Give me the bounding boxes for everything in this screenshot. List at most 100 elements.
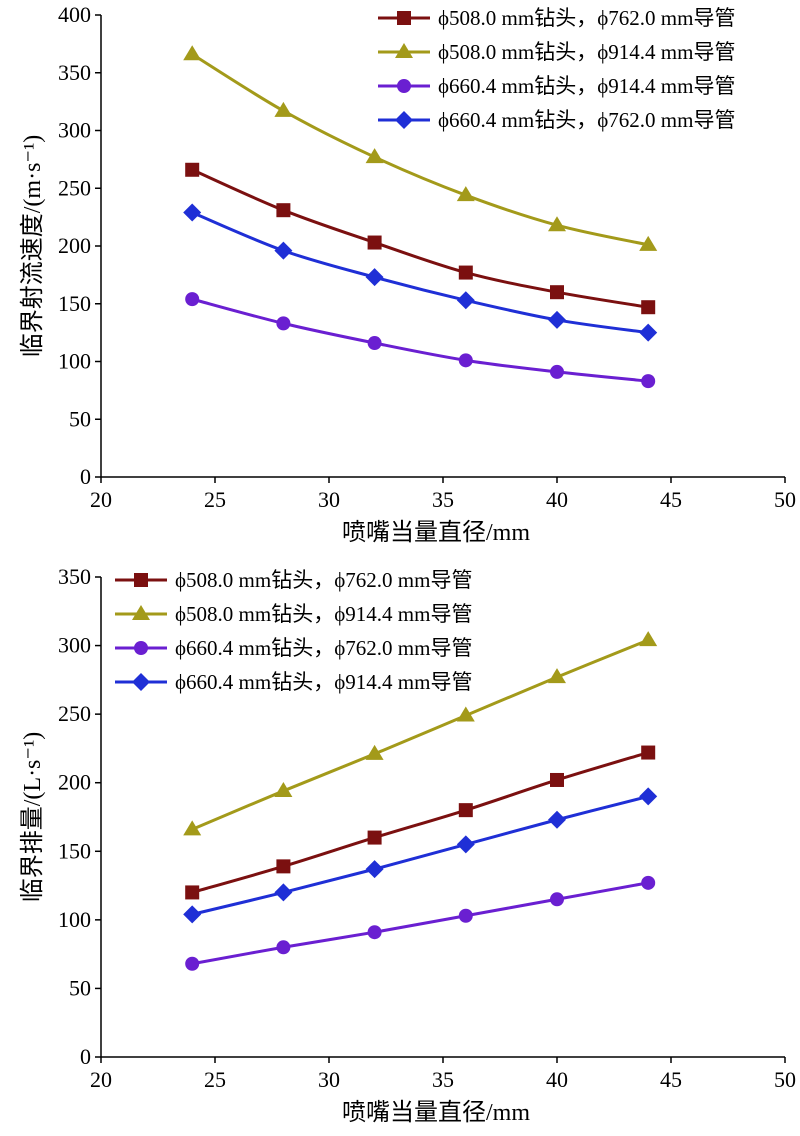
data-point-circle — [641, 875, 656, 890]
series-diamond — [183, 203, 658, 342]
data-point-circle — [458, 908, 473, 923]
data-point-circle — [185, 292, 200, 307]
x-axis-title: 喷嘴当量直径/mm — [342, 1099, 530, 1126]
series-line — [191, 881, 649, 966]
data-point-circle — [276, 940, 291, 955]
y-tick-label: 350 — [58, 60, 91, 85]
data-point-circle — [641, 374, 656, 389]
series-line — [191, 168, 649, 309]
x-tick-label: 25 — [204, 1067, 226, 1092]
data-point-square — [550, 772, 564, 787]
legend-marker-circle — [397, 79, 411, 93]
data-point-diamond — [456, 835, 475, 854]
data-point-square — [550, 285, 564, 300]
x-tick-label: 40 — [546, 1067, 568, 1092]
y-tick-label: 150 — [58, 291, 91, 316]
series-square — [185, 162, 656, 315]
critical-flow-rate-chart: 0 50 100 150 200 250 300 350 20 25 30 35 40 45 50 喷嘴当量直… — [19, 564, 796, 1126]
data-point-diamond — [639, 323, 658, 342]
series-circle — [185, 292, 656, 389]
x-tick-label: 35 — [432, 487, 454, 512]
series-triangle — [183, 631, 658, 836]
legend-label: ϕ508.0 mm钻头，ϕ762.0 mm导管 — [438, 6, 735, 30]
series-line — [191, 297, 649, 383]
data-point-diamond — [365, 860, 384, 879]
legend-label: ϕ660.4 mm钻头，ϕ762.0 mm导管 — [438, 108, 735, 132]
data-point-triangle — [183, 820, 202, 836]
x-tick-label: 20 — [90, 487, 112, 512]
series-diamond — [183, 787, 658, 924]
y-tick-label: 50 — [69, 975, 91, 1000]
y-tick-label: 100 — [58, 907, 91, 932]
series-circle — [185, 875, 656, 971]
x-tick-label: 30 — [318, 487, 340, 512]
x-tick-label: 45 — [660, 1067, 682, 1092]
legend-marker-square — [134, 573, 148, 587]
series-line — [191, 211, 649, 335]
x-tick-label: 25 — [204, 487, 226, 512]
data-point-triangle — [639, 631, 658, 647]
data-point-circle — [276, 316, 291, 331]
series-line — [191, 794, 649, 916]
data-point-diamond — [365, 268, 384, 287]
series-line — [191, 638, 649, 831]
legend: ϕ508.0 mm钻头，ϕ762.0 mm导管 ϕ508.0 mm钻头，ϕ914.… — [378, 6, 735, 132]
data-point-square — [641, 300, 656, 315]
y-tick-label: 250 — [58, 701, 91, 726]
x-tick-label: 20 — [90, 1067, 112, 1092]
legend: ϕ508.0 mm钻头，ϕ762.0 mm导管 ϕ508.0 mm钻头，ϕ914.… — [115, 568, 472, 694]
data-point-square — [276, 203, 291, 218]
data-point-triangle — [274, 101, 293, 117]
data-point-square — [367, 830, 382, 845]
data-point-diamond — [639, 787, 658, 806]
y-axis-title: 临界射流速度/(m·s⁻¹) — [19, 135, 46, 358]
legend-label: ϕ508.0 mm钻头，ϕ762.0 mm导管 — [175, 568, 472, 592]
data-point-square — [641, 745, 656, 760]
data-point-triangle — [548, 216, 566, 232]
data-point-diamond — [548, 310, 566, 329]
y-tick-label: 200 — [58, 770, 91, 795]
data-point-triangle — [365, 148, 384, 164]
y-tick-label: 300 — [58, 633, 91, 658]
y-tick-label: 250 — [58, 175, 91, 200]
data-point-square — [367, 235, 382, 250]
legend-marker-triangle — [132, 605, 150, 620]
data-point-triangle — [274, 781, 293, 797]
data-point-circle — [550, 892, 564, 907]
y-tick-label: 100 — [58, 349, 91, 374]
legend-marker-square — [397, 11, 411, 25]
data-point-triangle — [183, 45, 202, 61]
y-tick-label: 50 — [69, 406, 91, 431]
critical-velocity-chart: 0 50 100 150 200 250 300 350 400 20 25 30 35 40 45 50 喷嘴… — [19, 2, 796, 546]
legend-marker-circle — [134, 641, 148, 655]
legend-label: ϕ660.4 mm钻头，ϕ762.0 mm导管 — [175, 636, 472, 660]
data-point-diamond — [456, 291, 475, 310]
legend-label: ϕ660.4 mm钻头，ϕ914.4 mm导管 — [175, 670, 472, 694]
data-point-diamond — [274, 241, 293, 260]
data-point-circle — [550, 364, 564, 379]
y-tick-label: 300 — [58, 118, 91, 143]
data-point-diamond — [183, 905, 202, 924]
series-square — [185, 745, 656, 900]
x-tick-label: 30 — [318, 1067, 340, 1092]
data-point-triangle — [456, 706, 475, 722]
y-tick-label: 150 — [58, 838, 91, 863]
legend-label: ϕ508.0 mm钻头，ϕ914.4 mm导管 — [438, 40, 735, 64]
data-point-circle — [458, 353, 473, 368]
data-point-diamond — [274, 883, 293, 902]
series-triangle — [183, 45, 658, 251]
x-axis-title: 喷嘴当量直径/mm — [342, 519, 530, 546]
data-point-square — [185, 162, 200, 177]
legend-marker-triangle — [395, 43, 413, 58]
data-point-circle — [367, 336, 382, 351]
x-tick-label: 50 — [774, 1067, 796, 1092]
data-point-square — [458, 803, 473, 818]
data-point-triangle — [365, 744, 384, 760]
legend-marker-diamond — [132, 673, 150, 691]
data-point-circle — [185, 956, 200, 971]
x-tick-label: 40 — [546, 487, 568, 512]
data-point-diamond — [548, 810, 566, 829]
data-point-diamond — [183, 203, 202, 222]
y-tick-label: 200 — [58, 233, 91, 258]
